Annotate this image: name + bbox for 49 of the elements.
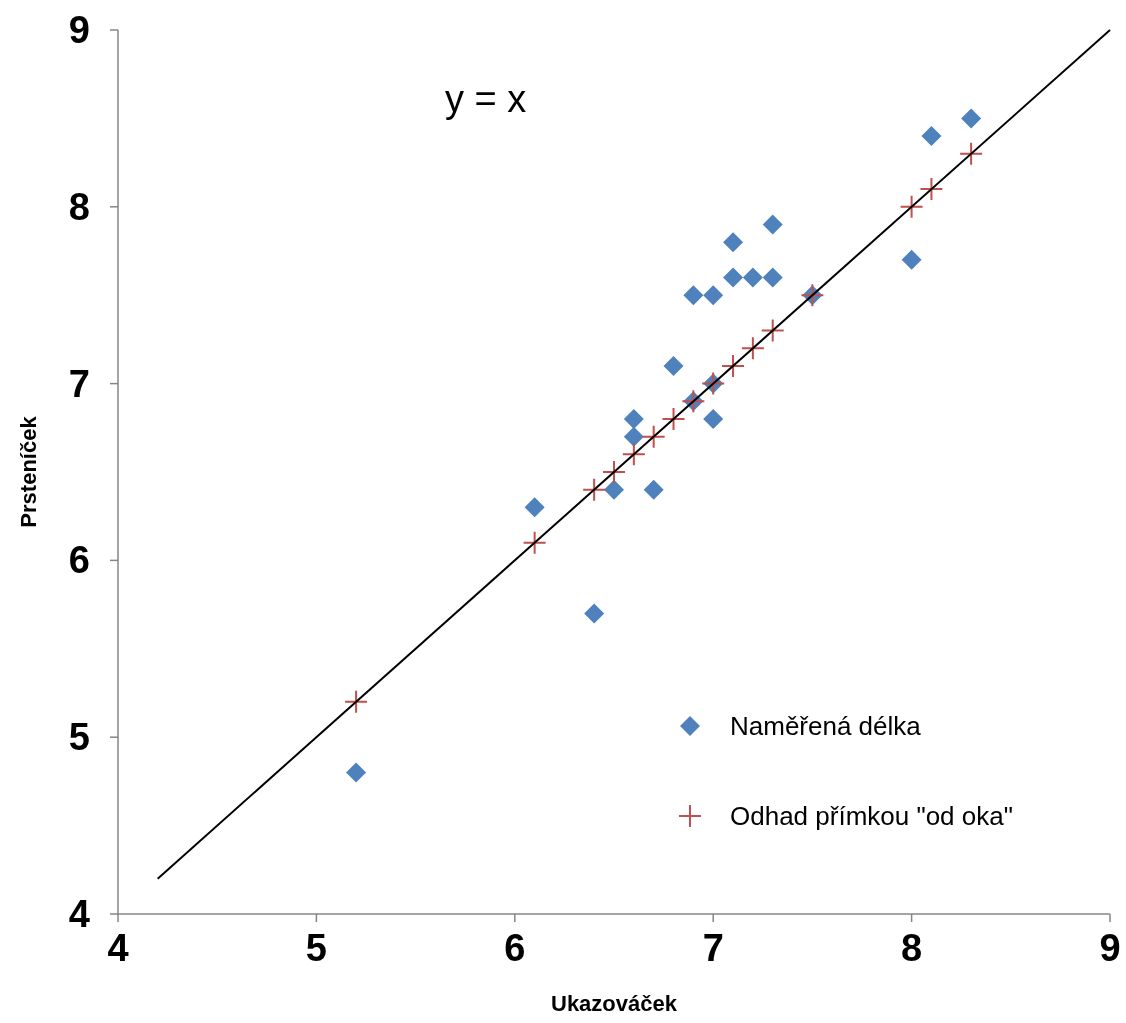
- point: [642, 425, 665, 448]
- y-tick-label: 6: [68, 539, 90, 582]
- point: [762, 267, 783, 288]
- point: [960, 142, 983, 165]
- point: [524, 497, 545, 518]
- y-axis-title: Prsteníček: [16, 415, 41, 528]
- point: [643, 479, 664, 500]
- annotation: y = x: [445, 78, 527, 120]
- point: [703, 408, 724, 429]
- point: [920, 178, 943, 201]
- point: [663, 355, 684, 376]
- point: [741, 337, 764, 360]
- point: [742, 267, 763, 288]
- point: [901, 249, 922, 270]
- x-tick-label: 6: [504, 927, 526, 969]
- point: [762, 214, 783, 235]
- point: [921, 126, 942, 147]
- point: [583, 478, 606, 501]
- y-tick-label: 7: [68, 362, 90, 405]
- x-tick-label: 5: [305, 927, 327, 969]
- x-axis-title: Ukazováček: [551, 991, 678, 1016]
- x-tick-label: 7: [702, 927, 724, 969]
- y-tick-label: 5: [68, 716, 90, 759]
- point: [683, 285, 704, 306]
- x-tick-label: 4: [107, 927, 129, 969]
- x-tick-label: 8: [901, 927, 923, 969]
- y-tick-label: 8: [68, 185, 90, 228]
- point: [662, 407, 685, 430]
- point: [346, 762, 367, 783]
- point: [900, 195, 923, 218]
- point: [722, 354, 745, 377]
- point: [761, 319, 784, 342]
- point: [603, 461, 625, 483]
- point: [623, 408, 644, 429]
- x-tick-label: 9: [1099, 927, 1121, 969]
- point: [703, 285, 724, 306]
- point: [622, 443, 645, 466]
- point: [345, 690, 368, 713]
- point: [723, 267, 744, 288]
- point: [523, 531, 546, 554]
- point: [623, 426, 644, 447]
- y-tick-label: 4: [68, 893, 90, 935]
- y-tick-label: 9: [68, 9, 90, 51]
- point: [961, 108, 982, 129]
- legend-label: Odhad přímkou "od oka": [730, 801, 1013, 831]
- point: [584, 603, 605, 624]
- point: [604, 479, 624, 500]
- point: [723, 232, 744, 253]
- legend-label: Naměřená délka: [730, 711, 922, 741]
